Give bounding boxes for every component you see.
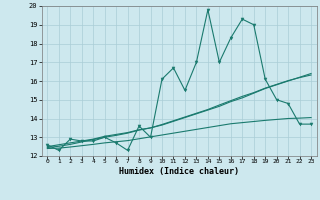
X-axis label: Humidex (Indice chaleur): Humidex (Indice chaleur) [119, 167, 239, 176]
